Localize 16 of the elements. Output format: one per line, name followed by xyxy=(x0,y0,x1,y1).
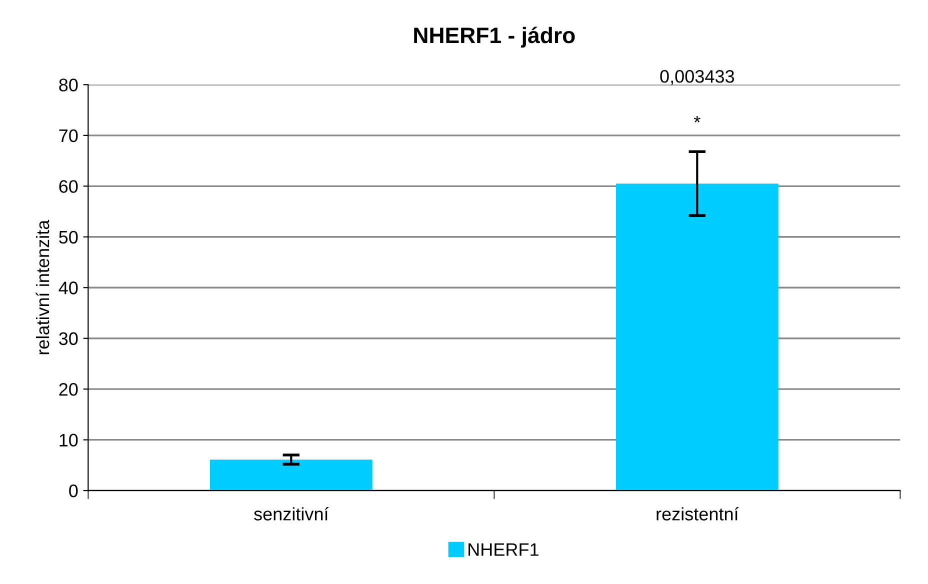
y-tick-label: 60 xyxy=(59,180,78,193)
y-tick-label: 40 xyxy=(58,282,78,294)
annotation: * xyxy=(694,116,700,122)
legend-label: NHERF1 xyxy=(468,543,538,556)
x-tick-label: rezistentní xyxy=(656,507,739,520)
y-axis-title: relativní intenzita xyxy=(36,220,50,354)
y-tick-label: 50 xyxy=(59,230,78,244)
y-tick-label: 10 xyxy=(60,434,78,447)
y-tick-label: 80 xyxy=(59,78,78,92)
x-tick-label: senzitivní xyxy=(254,507,329,520)
chart-title: NHERF1 - jádro xyxy=(414,26,575,48)
annotation: 0,003433 xyxy=(660,70,734,85)
y-tick-label: 70 xyxy=(59,129,78,142)
y-tick-label: 0 xyxy=(69,484,78,498)
y-tick-label: 30 xyxy=(59,332,78,346)
y-tick-label: 20 xyxy=(59,383,78,396)
